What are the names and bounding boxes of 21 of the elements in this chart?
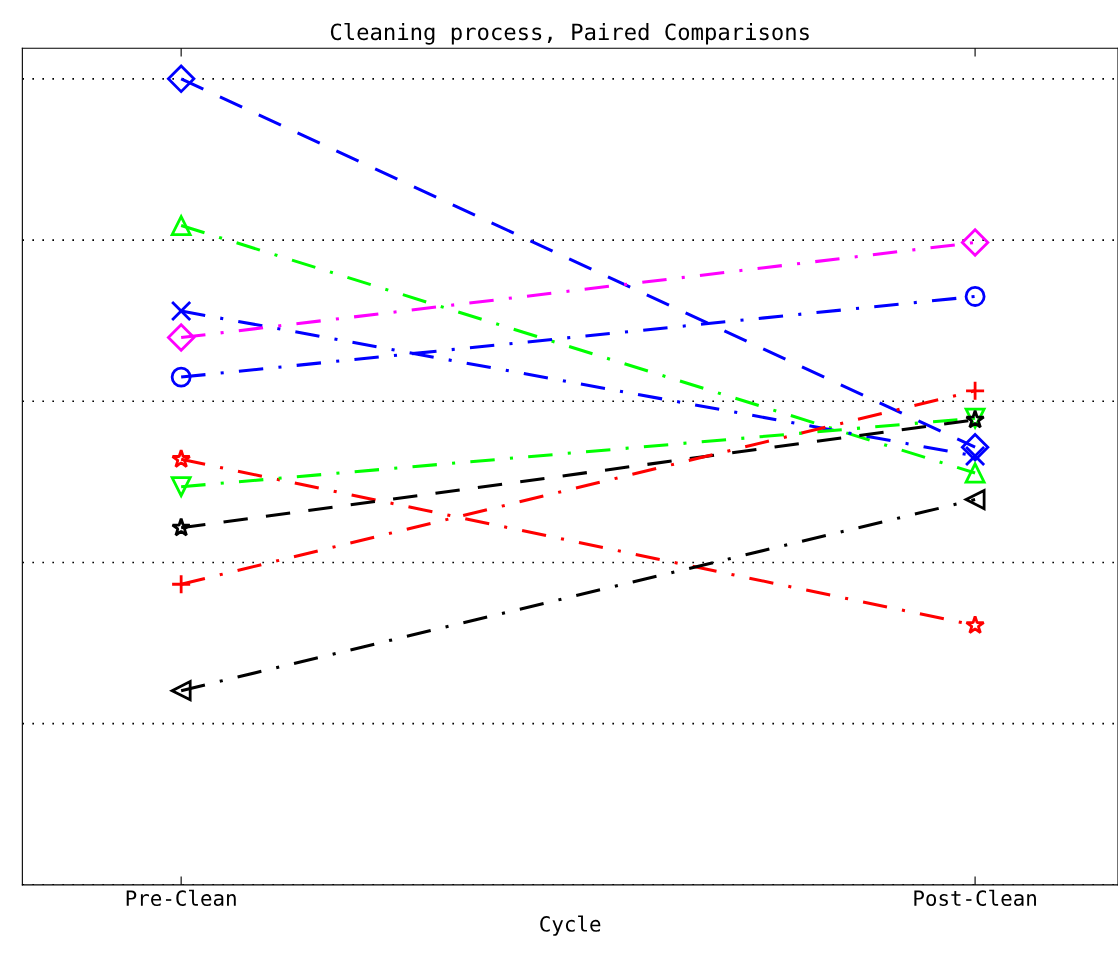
point <box>170 215 192 236</box>
point <box>170 366 192 388</box>
x-tick-label: Post-Clean <box>914 889 1036 906</box>
chart-title: Cleaning process, Paired Comparisons <box>330 22 809 45</box>
point <box>964 286 986 307</box>
point <box>965 614 986 635</box>
point <box>170 300 192 322</box>
point <box>170 476 192 498</box>
point <box>963 460 987 484</box>
point <box>170 680 192 702</box>
point <box>964 380 986 402</box>
point <box>964 489 986 511</box>
x-tick-label: Pre-Clean <box>126 889 236 906</box>
point <box>171 448 192 468</box>
point <box>171 517 192 537</box>
point <box>960 228 990 257</box>
point <box>166 64 196 93</box>
x-axis-title: Cycle <box>540 915 601 936</box>
point <box>166 323 196 352</box>
point <box>960 433 990 462</box>
point <box>170 573 192 595</box>
